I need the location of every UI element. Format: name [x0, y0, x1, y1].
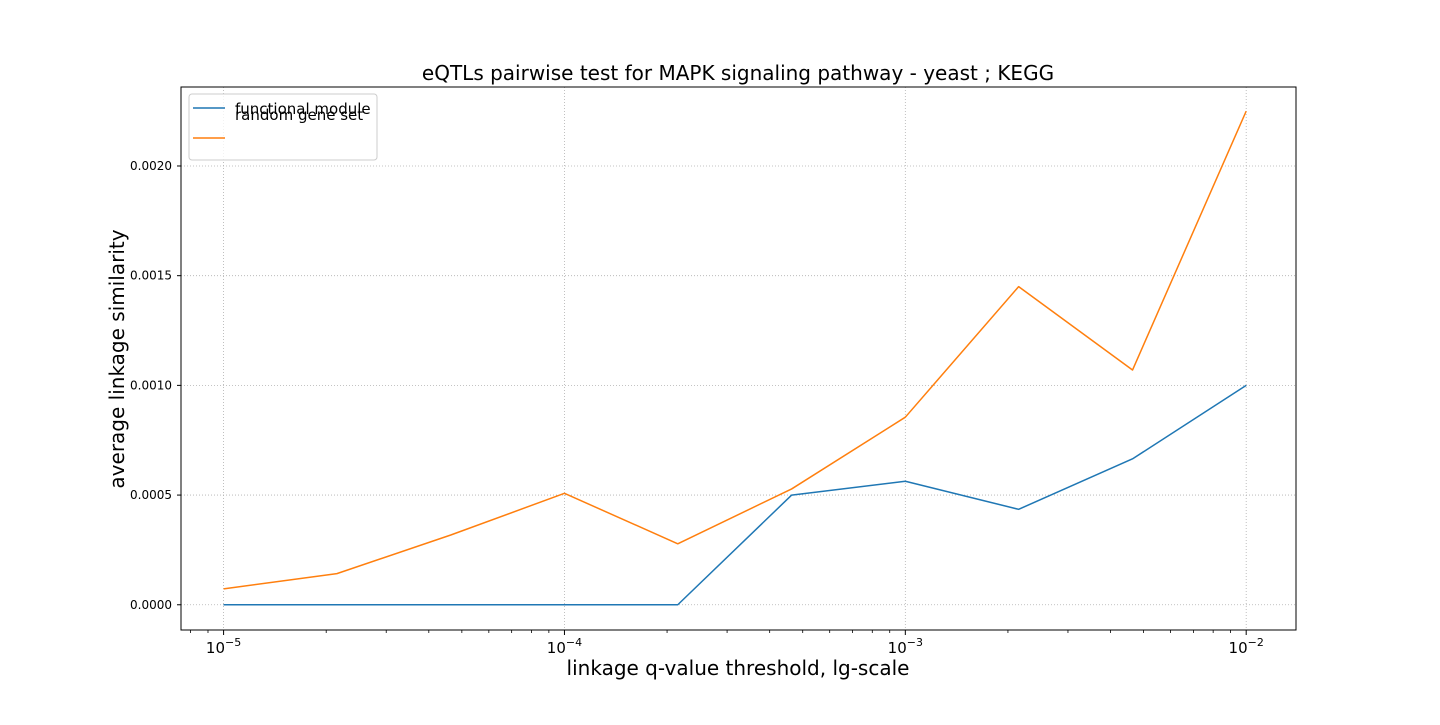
y-axis-label: average linkage similarity [105, 229, 129, 488]
plot-frame [180, 86, 1297, 631]
y-tick-label: 0.0015 [130, 269, 172, 283]
x-axis-label: linkage q-value threshold, lg-scale [567, 656, 910, 680]
legend-label: random gene set [235, 106, 363, 124]
y-tick-label: 0.0000 [130, 598, 172, 612]
grid [181, 87, 1296, 630]
x-tick-label: 10−4 [547, 636, 582, 657]
y-tick-label: 0.0005 [130, 488, 172, 502]
functional-module-line [223, 384, 1247, 606]
x-tick-label: 10−5 [206, 636, 241, 657]
x-tick-label: 10−3 [888, 636, 923, 657]
series-lines [223, 110, 1247, 606]
y-tick-label: 0.0020 [130, 159, 172, 173]
y-tick-label: 0.0010 [130, 378, 172, 392]
legend-box [188, 93, 378, 161]
random-gene-set-line [223, 110, 1247, 590]
axis-ticks: 0.0000 0.0005 0.0010 0.0015 0.0020 10−5 10−4 10… [130, 159, 1264, 657]
legend-label: functional module [235, 100, 371, 118]
x-tick-label: 10−2 [1229, 636, 1264, 657]
chart-title: eQTLs pairwise test for MAPK signaling p… [422, 61, 1054, 85]
